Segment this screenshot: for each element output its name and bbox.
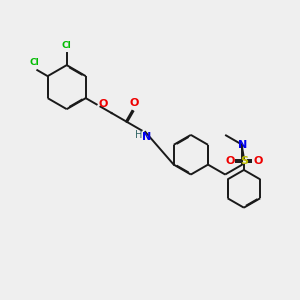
Text: S: S [240,156,248,166]
Text: O: O [253,156,263,166]
Text: O: O [98,99,108,110]
Text: H: H [135,130,142,140]
Text: Cl: Cl [62,41,72,50]
Text: Cl: Cl [29,58,39,67]
Text: N: N [238,140,248,150]
Text: O: O [130,98,139,108]
Text: O: O [225,156,234,166]
Text: N: N [142,132,152,142]
